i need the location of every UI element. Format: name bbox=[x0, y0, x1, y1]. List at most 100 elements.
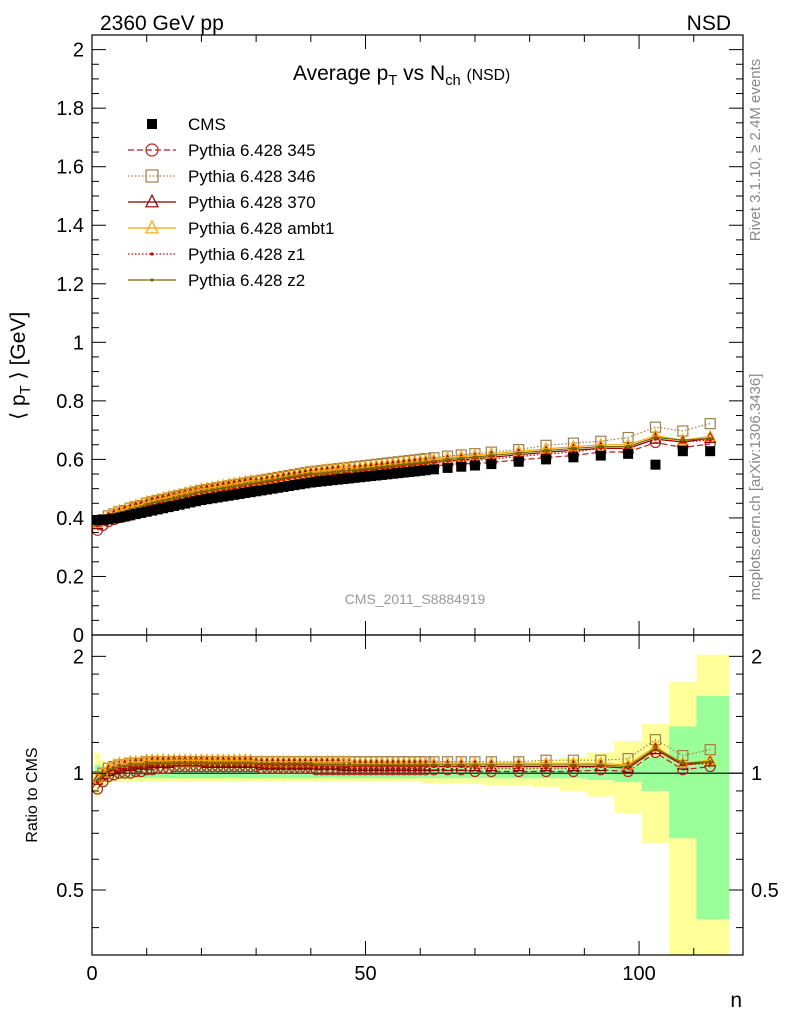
data-point bbox=[352, 468, 357, 472]
ratio-data-point bbox=[199, 761, 204, 765]
data-point bbox=[396, 463, 400, 467]
data-point bbox=[292, 474, 297, 478]
data-point bbox=[188, 492, 193, 497]
ratio-y-tick-label: 2 bbox=[73, 646, 84, 668]
x-tick-label: 50 bbox=[354, 963, 376, 985]
ratio-panel: 0.5 0.5 1 1 2 2 0 50 100 Ratio to CMS n bbox=[24, 634, 779, 1012]
data-point bbox=[210, 488, 214, 492]
ratio-data-point bbox=[117, 764, 121, 769]
data-point bbox=[276, 477, 280, 481]
ratio-data-point bbox=[424, 763, 428, 767]
ratio-data-point bbox=[210, 761, 214, 765]
stat-uncertainty-band bbox=[669, 726, 697, 839]
data-point bbox=[432, 459, 436, 463]
data-point bbox=[336, 470, 340, 474]
ratio-data-point bbox=[571, 766, 576, 770]
data-point bbox=[194, 491, 198, 495]
data-point bbox=[287, 475, 291, 479]
series-line-3 bbox=[97, 437, 711, 526]
cms-point bbox=[316, 476, 327, 487]
data-point bbox=[363, 467, 368, 471]
ratio-data-point bbox=[259, 761, 264, 765]
ratio-data-point bbox=[427, 759, 440, 772]
ratio-data-point bbox=[254, 761, 258, 765]
data-point bbox=[145, 502, 149, 506]
data-point bbox=[270, 478, 275, 482]
ratio-data-point bbox=[139, 763, 143, 767]
data-point bbox=[704, 418, 716, 430]
ratio-data-point bbox=[489, 763, 493, 767]
data-point bbox=[281, 476, 286, 480]
ratio-data-point bbox=[594, 759, 607, 772]
ratio-data-point bbox=[402, 763, 406, 767]
ratio-data-layer bbox=[91, 654, 743, 955]
main-x-ticks bbox=[91, 35, 695, 635]
cms-point bbox=[256, 485, 267, 496]
stat-uncertainty-band bbox=[641, 757, 670, 791]
ratio-frame bbox=[91, 634, 744, 956]
data-point bbox=[172, 496, 176, 500]
cms-point bbox=[456, 461, 467, 472]
data-point bbox=[369, 466, 373, 470]
data-point bbox=[227, 485, 231, 489]
ratio-data-point bbox=[708, 760, 712, 764]
y-tick-label: 1.6 bbox=[56, 157, 84, 179]
data-point bbox=[402, 462, 406, 467]
series-markers-5 bbox=[95, 437, 712, 528]
ratio-data-point bbox=[287, 761, 291, 765]
ratio-data-point bbox=[385, 763, 390, 767]
cms-point bbox=[327, 475, 338, 486]
data-point bbox=[681, 438, 685, 442]
cms-point bbox=[349, 472, 360, 483]
ratio-data-point bbox=[455, 759, 468, 772]
ratio-x-ticks: 0 50 100 bbox=[86, 635, 695, 985]
ratio-data-point bbox=[166, 761, 171, 765]
series-markers-6 bbox=[95, 435, 712, 527]
ratio-y-ticks: 0.5 0.5 1 1 2 2 bbox=[56, 646, 779, 929]
ratio-data-point bbox=[183, 761, 187, 765]
cms-point bbox=[240, 488, 251, 499]
cms-point bbox=[541, 454, 552, 465]
ratio-y-tick-label-right: 0.5 bbox=[751, 880, 779, 902]
ratio-y-tick-label-right: 2 bbox=[751, 646, 762, 668]
legend-marker bbox=[147, 119, 157, 129]
legend-label: Pythia 6.428 z2 bbox=[188, 271, 305, 290]
data-point bbox=[161, 499, 165, 503]
data-point bbox=[249, 482, 253, 486]
cms-point bbox=[278, 481, 289, 492]
data-point bbox=[254, 481, 258, 485]
process-label: NSD bbox=[687, 12, 731, 35]
data-point bbox=[183, 494, 187, 498]
ratio-data-point bbox=[391, 763, 395, 767]
cms-point bbox=[705, 446, 716, 457]
data-point bbox=[418, 460, 422, 465]
data-point bbox=[626, 444, 630, 449]
y-tick-label: 0.4 bbox=[56, 508, 84, 530]
main-y-ticks: 0 0.2 0.4 0.6 0.8 1 1.2 1.4 1.6 1.8 2 bbox=[56, 40, 743, 647]
ratio-data-point bbox=[418, 763, 422, 767]
cms-point bbox=[355, 472, 366, 483]
cms-point bbox=[513, 456, 524, 467]
ratio-series-markers-6 bbox=[95, 746, 712, 782]
data-point bbox=[156, 500, 160, 504]
ratio-data-point bbox=[567, 759, 580, 772]
cms-point bbox=[108, 513, 119, 524]
ratio-data-point bbox=[432, 763, 436, 767]
data-point bbox=[445, 457, 450, 462]
cms-point bbox=[92, 514, 103, 525]
rivet-label: Rivet 3.1.10, ≥ 2.4M events bbox=[747, 59, 764, 242]
cms-point bbox=[103, 514, 114, 525]
cms-point bbox=[125, 510, 136, 521]
ratio-data-point bbox=[369, 763, 373, 767]
cms-point bbox=[207, 493, 218, 504]
x-axis-label: n bbox=[730, 989, 742, 1012]
ratio-data-point bbox=[396, 763, 400, 767]
y-tick-label: 0.6 bbox=[56, 449, 84, 471]
data-point bbox=[708, 436, 712, 440]
ratio-data-point bbox=[653, 746, 658, 750]
ratio-data-point bbox=[243, 761, 247, 765]
ratio-data-point bbox=[276, 761, 280, 765]
x-tick-label: 100 bbox=[622, 963, 655, 985]
ratio-data-point bbox=[145, 761, 149, 765]
